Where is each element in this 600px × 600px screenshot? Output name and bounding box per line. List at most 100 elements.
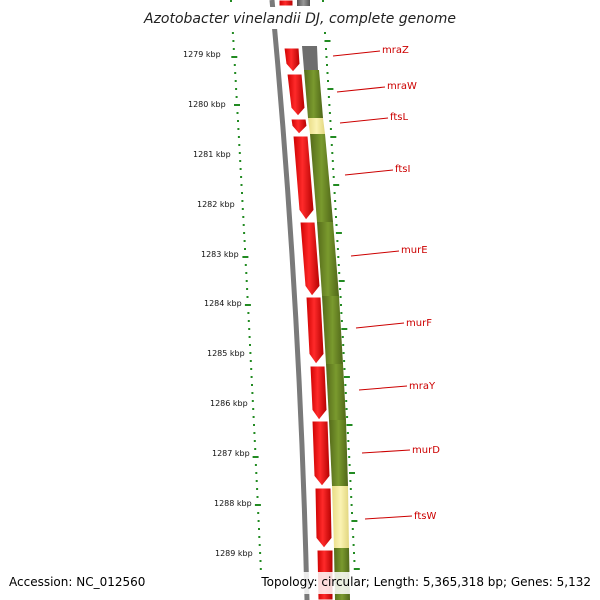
kbp-minor-tick <box>234 72 237 74</box>
kbp-minor-tick <box>239 160 242 162</box>
kbp-minor-tick <box>240 184 243 186</box>
kbp-minor-tick <box>232 40 235 42</box>
reverse-cds-feature <box>292 135 315 221</box>
kbp-minor-tick <box>235 96 238 98</box>
leader-line <box>350 250 400 257</box>
leader-line <box>339 117 389 124</box>
kbp-minor-tick <box>237 136 240 138</box>
kbp-major-tick <box>252 456 259 458</box>
kbp-minor-tick <box>233 64 236 66</box>
kbp-minor-tick <box>244 248 246 250</box>
gc-dot <box>328 112 331 114</box>
kbp-minor-tick <box>250 376 253 378</box>
gc-dot <box>350 496 353 498</box>
gc-dot <box>346 432 349 434</box>
gc-dot <box>353 568 360 570</box>
gc-dot <box>334 208 337 210</box>
kbp-minor-tick <box>257 512 260 514</box>
gc-dot <box>350 504 353 506</box>
kbp-major-tick <box>234 104 240 106</box>
reverse-cds-feature <box>305 296 325 365</box>
gc-dot <box>334 200 337 202</box>
kbp-minor-tick <box>237 128 240 130</box>
gene-label-mraW[interactable]: mraW <box>387 81 417 92</box>
kbp-label: 1286 kbp <box>210 399 248 408</box>
map-title: Azotobacter vinelandii DJ, complete geno… <box>143 11 456 27</box>
forward-cds-feature <box>329 420 348 486</box>
kbp-major-tick <box>244 304 251 306</box>
kbp-minor-tick <box>242 216 245 218</box>
gc-dot <box>332 176 335 178</box>
leader-line <box>355 322 405 329</box>
gc-dot <box>336 248 339 250</box>
gc-dot <box>336 240 339 242</box>
gc-dot <box>352 544 355 546</box>
gc-dot <box>347 448 350 450</box>
gc-dot <box>335 224 338 226</box>
gc-dot <box>331 152 334 154</box>
kbp-minor-tick <box>255 480 258 482</box>
gc-dot <box>343 360 346 362</box>
gc-dot <box>329 120 332 122</box>
gene-label-mraY[interactable]: mraY <box>409 381 436 392</box>
kbp-label: 1283 kbp <box>201 250 239 259</box>
gene-label-murD[interactable]: murD <box>412 445 440 456</box>
gc-dot <box>331 160 334 162</box>
leader-line <box>332 50 381 57</box>
gc-dot <box>351 512 353 514</box>
gene-label-murE[interactable]: murE <box>401 245 428 256</box>
gene-label-murF[interactable]: murF <box>406 318 432 329</box>
kbp-minor-tick <box>244 264 247 266</box>
kbp-minor-tick <box>234 80 237 82</box>
kbp-minor-tick <box>236 112 239 114</box>
forward-cds-feature <box>322 296 343 364</box>
gc-dot <box>338 272 341 274</box>
gc-dot <box>345 408 348 410</box>
forward-cds-feature <box>304 70 323 118</box>
leader-line <box>344 169 394 176</box>
gc-dot <box>349 480 352 482</box>
gc-dot <box>329 128 332 130</box>
kbp-minor-tick <box>238 144 241 146</box>
kbp-minor-tick <box>253 440 256 442</box>
leader-line <box>364 515 413 520</box>
forward-cds-feature <box>310 134 333 222</box>
kbp-minor-tick <box>253 432 256 434</box>
kbp-minor-tick <box>232 48 235 50</box>
kbp-tick-column <box>230 0 262 570</box>
gc-dot <box>325 56 328 58</box>
gc-dot <box>348 464 351 466</box>
kbp-minor-tick <box>238 152 241 154</box>
forward-cds-feature <box>302 46 318 70</box>
gc-dot <box>330 144 333 146</box>
gene-label-ftsI[interactable]: ftsI <box>395 164 410 175</box>
gc-dot <box>326 64 328 66</box>
kbp-minor-tick <box>257 520 260 522</box>
gene-label-mraZ[interactable]: mraZ <box>382 45 409 56</box>
gc-dot <box>346 424 353 426</box>
reverse-cds-feature <box>290 118 308 135</box>
kbp-label: 1287 kbp <box>212 449 250 458</box>
kbp-minor-tick <box>243 240 246 242</box>
reverse-cds-feature <box>278 0 294 7</box>
kbp-labels: 1279 kbp 1280 kbp 1281 kbp 1282 kbp 1283… <box>183 50 253 558</box>
kbp-minor-tick <box>252 408 255 410</box>
gc-dot <box>327 88 334 90</box>
kbp-minor-tick <box>254 448 257 450</box>
reverse-cds-feature <box>309 365 328 421</box>
gc-dot-column <box>322 0 360 570</box>
gc-dot <box>352 536 355 538</box>
gc-dot <box>343 376 350 378</box>
forward-cds-feature <box>308 118 325 134</box>
kbp-minor-tick <box>258 536 261 538</box>
kbp-label: 1285 kbp <box>207 349 245 358</box>
kbp-minor-tick <box>237 120 239 122</box>
gc-dot <box>325 48 327 50</box>
gc-dot <box>324 32 326 34</box>
gene-label-ftsL[interactable]: ftsL <box>390 112 408 123</box>
gc-dot <box>326 72 329 74</box>
kbp-minor-tick <box>243 232 246 234</box>
kbp-minor-tick <box>252 416 255 418</box>
gene-label-ftsW[interactable]: ftsW <box>414 511 436 522</box>
